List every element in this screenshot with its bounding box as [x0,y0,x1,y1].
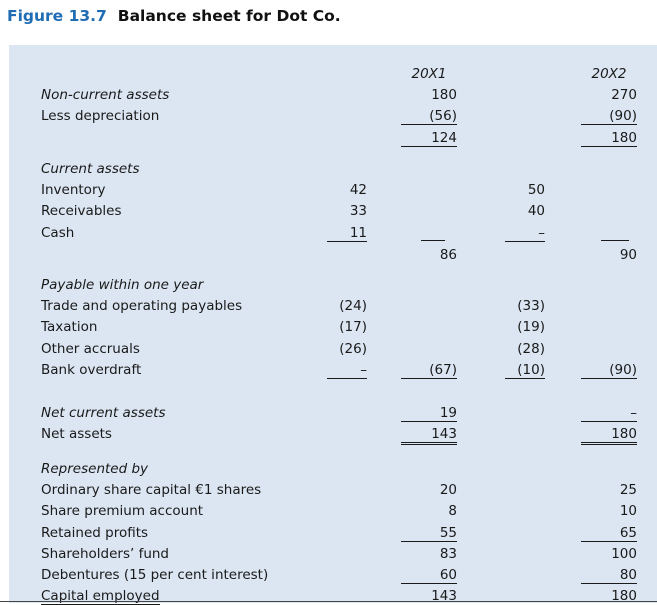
value-nca-net-20x1: 124 [401,130,457,147]
value-depreciation-20x2: (90) [581,108,637,125]
row-label-debentures: Debentures (15 per cent interest) [41,567,269,583]
value-net-assets-20x1: 143 [401,426,457,445]
rule-ca-20x1 [421,240,445,241]
value-retained-20x2: 65 [581,525,637,542]
row-label-net-current-assets: Net current assets [41,405,166,421]
value-overdraft-sub-20x2: (10) [505,362,545,379]
row-label-retained-profits: Retained profits [41,525,149,541]
value-receivables-sub-20x1: 33 [349,203,367,219]
balance-sheet-panel: 20X1 20X2 Non-current assets 180 270 Les… [9,45,657,605]
value-ca-total-20x2: 90 [619,247,637,263]
value-net-assets-20x2: 180 [581,426,637,445]
value-share-capital-20x1: 20 [439,482,457,498]
section-heading-represented-by: Represented by [41,461,149,477]
row-label-trade-payables: Trade and operating payables [41,298,243,314]
page-bottom-rule [0,601,657,602]
row-label-capital-employed: Capital employed [41,588,160,605]
value-ca-total-20x1: 86 [439,247,457,263]
figure-title: Figure 13.7 Balance sheet for Dot Co. [7,7,341,25]
row-label-share-premium: Share premium account [41,503,204,519]
row-label-bank-overdraft: Bank overdraft [41,362,142,378]
row-label-shareholders-fund: Shareholders’ fund [41,546,169,562]
value-shareholders-fund-20x2: 100 [611,546,637,562]
value-share-premium-20x2: 10 [619,503,637,519]
row-label-non-current-assets: Non-current assets [41,87,170,103]
column-header-20x1: 20X1 [411,66,447,82]
value-taxation-sub-20x2: (19) [517,319,545,335]
value-inventory-sub-20x2: 50 [527,182,545,198]
value-depreciation-20x1: (56) [401,108,457,125]
value-receivables-sub-20x2: 40 [527,203,545,219]
value-share-capital-20x2: 25 [619,482,637,498]
row-label-ordinary-share-capital: Ordinary share capital €1 shares [41,482,262,498]
column-header-20x2: 20X2 [591,66,627,82]
value-taxation-sub-20x1: (17) [339,319,367,335]
rule-ca-20x2 [601,240,629,241]
value-accruals-sub-20x1: (26) [339,341,367,357]
row-label-cash: Cash [41,225,75,241]
row-label-receivables: Receivables [41,203,122,219]
value-ncurrent-20x1: 19 [401,405,457,422]
value-capital-employed-20x1: 143 [431,588,457,604]
value-debentures-20x2: 80 [581,567,637,584]
row-label-net-assets: Net assets [41,426,112,442]
value-retained-20x1: 55 [401,525,457,542]
value-shareholders-fund-20x1: 83 [439,546,457,562]
row-label-inventory: Inventory [41,182,106,198]
value-nca-20x2: 270 [611,87,637,103]
value-trade-sub-20x1: (24) [339,298,367,314]
value-accruals-sub-20x2: (28) [517,341,545,357]
section-heading-current-assets: Current assets [41,161,140,177]
value-nca-net-20x2: 180 [581,130,637,147]
section-heading-payable: Payable within one year [41,277,204,293]
figure-caption: Balance sheet for Dot Co. [117,7,341,25]
value-cash-sub-20x2: – [505,225,545,242]
value-share-premium-20x1: 8 [448,503,457,519]
value-nca-20x1: 180 [431,87,457,103]
value-cash-sub-20x1: 11 [327,225,367,242]
value-capital-employed-20x2: 180 [611,588,637,604]
value-inventory-sub-20x1: 42 [349,182,367,198]
value-overdraft-sub-20x1: – [327,362,367,379]
value-debentures-20x1: 60 [401,567,457,584]
value-payables-total-20x1: (67) [401,362,457,379]
value-payables-total-20x2: (90) [581,362,637,379]
value-ncurrent-20x2: – [581,405,637,422]
value-trade-sub-20x2: (33) [517,298,545,314]
row-label-other-accruals: Other accruals [41,341,140,357]
row-label-less-depreciation: Less depreciation [41,108,160,124]
figure-number: Figure 13.7 [7,7,107,25]
row-label-taxation: Taxation [41,319,98,335]
